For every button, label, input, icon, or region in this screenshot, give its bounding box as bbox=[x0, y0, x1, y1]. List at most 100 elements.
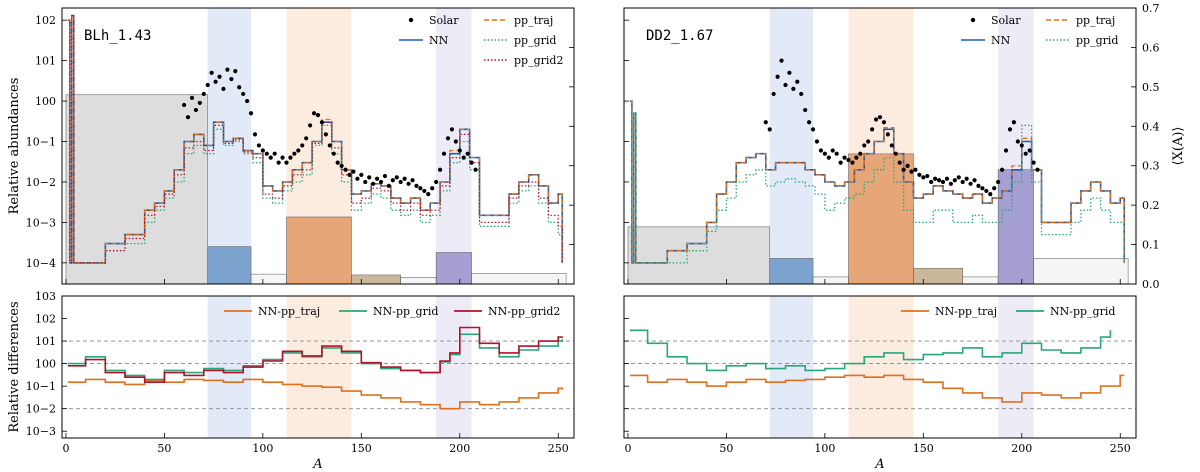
solar-point bbox=[434, 179, 439, 185]
solar-point bbox=[834, 151, 839, 156]
mass-fraction-bar bbox=[286, 216, 352, 285]
solar-point bbox=[260, 148, 265, 153]
solar-point bbox=[323, 132, 328, 137]
solar-point bbox=[1003, 148, 1009, 153]
solar-point bbox=[374, 176, 380, 181]
solar-point bbox=[999, 167, 1005, 172]
solar-point bbox=[944, 176, 950, 181]
solar-point bbox=[335, 160, 340, 165]
mass-fraction-bar bbox=[207, 246, 252, 285]
panel-top-left: 10−4 10−3 10−2 10−1 100 101 102 BLh_1.43 Solar NN… bbox=[7, 7, 575, 285]
solar-point bbox=[885, 132, 890, 137]
x-tick-label: 250 bbox=[548, 442, 569, 455]
y-tick-label: 103 bbox=[35, 290, 56, 303]
solar-point bbox=[1019, 143, 1024, 148]
solar-point bbox=[877, 115, 883, 120]
mass-fraction-bar bbox=[627, 226, 771, 285]
legend-label: NN-pp_grid2 bbox=[488, 305, 560, 318]
solar-point bbox=[300, 143, 305, 148]
legend-solar-label: Solar bbox=[991, 14, 1021, 27]
solar-point bbox=[382, 173, 388, 179]
x-tick-label: 0 bbox=[624, 442, 631, 455]
y-tick-label: 10−4 bbox=[26, 257, 56, 270]
solar-point bbox=[1023, 151, 1028, 156]
y-tick-label: 10−3 bbox=[26, 216, 56, 229]
right-y-tick-label: 0.3 bbox=[1142, 160, 1160, 173]
solar-point bbox=[280, 155, 285, 160]
solar-point bbox=[826, 155, 831, 160]
panel-top-right: 0.0 0.1 0.2 0.3 0.4 0.5 0.6 0.7 DD2_1.67 Solar NN p… bbox=[623, 2, 1186, 291]
legend: Solar NN pp_traj pp_grid pp_grid2 bbox=[399, 14, 563, 67]
solar-point bbox=[181, 102, 187, 108]
mass-fraction-bar bbox=[351, 274, 402, 285]
y-tick-label: 101 bbox=[35, 55, 56, 68]
solar-point bbox=[276, 160, 281, 165]
solar-point bbox=[854, 155, 859, 160]
solar-point bbox=[367, 175, 372, 180]
solar-point bbox=[1007, 127, 1013, 132]
solar-point bbox=[929, 179, 934, 185]
solar-point bbox=[288, 155, 293, 160]
solar-point bbox=[426, 192, 431, 197]
series-pp_grid2 bbox=[67, 15, 563, 264]
solar-point bbox=[984, 188, 989, 194]
solar-point bbox=[803, 107, 808, 113]
solar-point bbox=[264, 151, 269, 156]
solar-point bbox=[917, 172, 922, 177]
solar-point bbox=[315, 112, 321, 118]
right-y-axis-title: ⟨X(A)⟩ bbox=[1171, 127, 1186, 166]
solar-point bbox=[960, 179, 965, 185]
solar-point bbox=[327, 143, 332, 148]
x-tick-label: 200 bbox=[449, 442, 470, 455]
mass-fraction-bar bbox=[997, 169, 1034, 285]
solar-point bbox=[996, 179, 1001, 185]
axes-frame bbox=[623, 295, 1137, 439]
legend-label: NN-pp_grid bbox=[373, 305, 438, 318]
solar-point bbox=[343, 167, 348, 172]
solar-point bbox=[795, 79, 800, 84]
legend-label: NN-pp_traj bbox=[258, 305, 320, 318]
series-NN-pp_grid2 bbox=[67, 326, 563, 383]
legend-pp-grid-label: pp_grid bbox=[514, 34, 556, 47]
x-tick-label: 50 bbox=[157, 442, 171, 455]
solar-point bbox=[319, 120, 325, 125]
solar-point bbox=[437, 167, 443, 172]
highlight-band bbox=[436, 296, 472, 438]
solar-point bbox=[818, 148, 824, 153]
solar-point bbox=[414, 183, 419, 188]
solar-point bbox=[992, 186, 997, 191]
solar-point bbox=[909, 169, 914, 174]
solar-point bbox=[980, 186, 985, 191]
solar-point bbox=[402, 176, 407, 181]
right-y-tick-label: 0.5 bbox=[1142, 81, 1160, 94]
solar-point bbox=[378, 179, 384, 185]
solar-point bbox=[233, 69, 238, 74]
solar-point bbox=[956, 175, 961, 180]
highlight-band bbox=[998, 296, 1034, 438]
mass-fraction-bar bbox=[769, 258, 814, 285]
legend-pp-grid-label: pp_grid bbox=[1076, 34, 1118, 47]
solar-point bbox=[952, 178, 957, 183]
solar-point bbox=[866, 139, 871, 144]
solar-point bbox=[972, 178, 977, 183]
highlight-band bbox=[436, 8, 472, 284]
y-tick-label: 10−2 bbox=[26, 176, 56, 189]
solar-point bbox=[948, 181, 953, 186]
right-y-tick-label: 0.0 bbox=[1142, 278, 1160, 291]
y-axis-title: Relative abundances bbox=[7, 78, 22, 215]
x-axis-title: A bbox=[874, 457, 884, 472]
legend-nn-label: NN bbox=[429, 34, 449, 47]
solar-point bbox=[296, 148, 301, 153]
solar-point bbox=[814, 139, 820, 144]
solar-point bbox=[272, 151, 277, 156]
solar-point bbox=[822, 151, 827, 156]
solar-point bbox=[386, 183, 391, 188]
y-tick-label: 100 bbox=[35, 95, 56, 108]
solar-point bbox=[355, 176, 360, 181]
series-NN-pp_grid bbox=[629, 329, 1112, 372]
solar-point bbox=[791, 86, 796, 91]
axes-frame bbox=[61, 7, 575, 285]
solar-point bbox=[889, 143, 894, 148]
solar-point bbox=[838, 160, 843, 165]
solar-point bbox=[469, 160, 474, 165]
